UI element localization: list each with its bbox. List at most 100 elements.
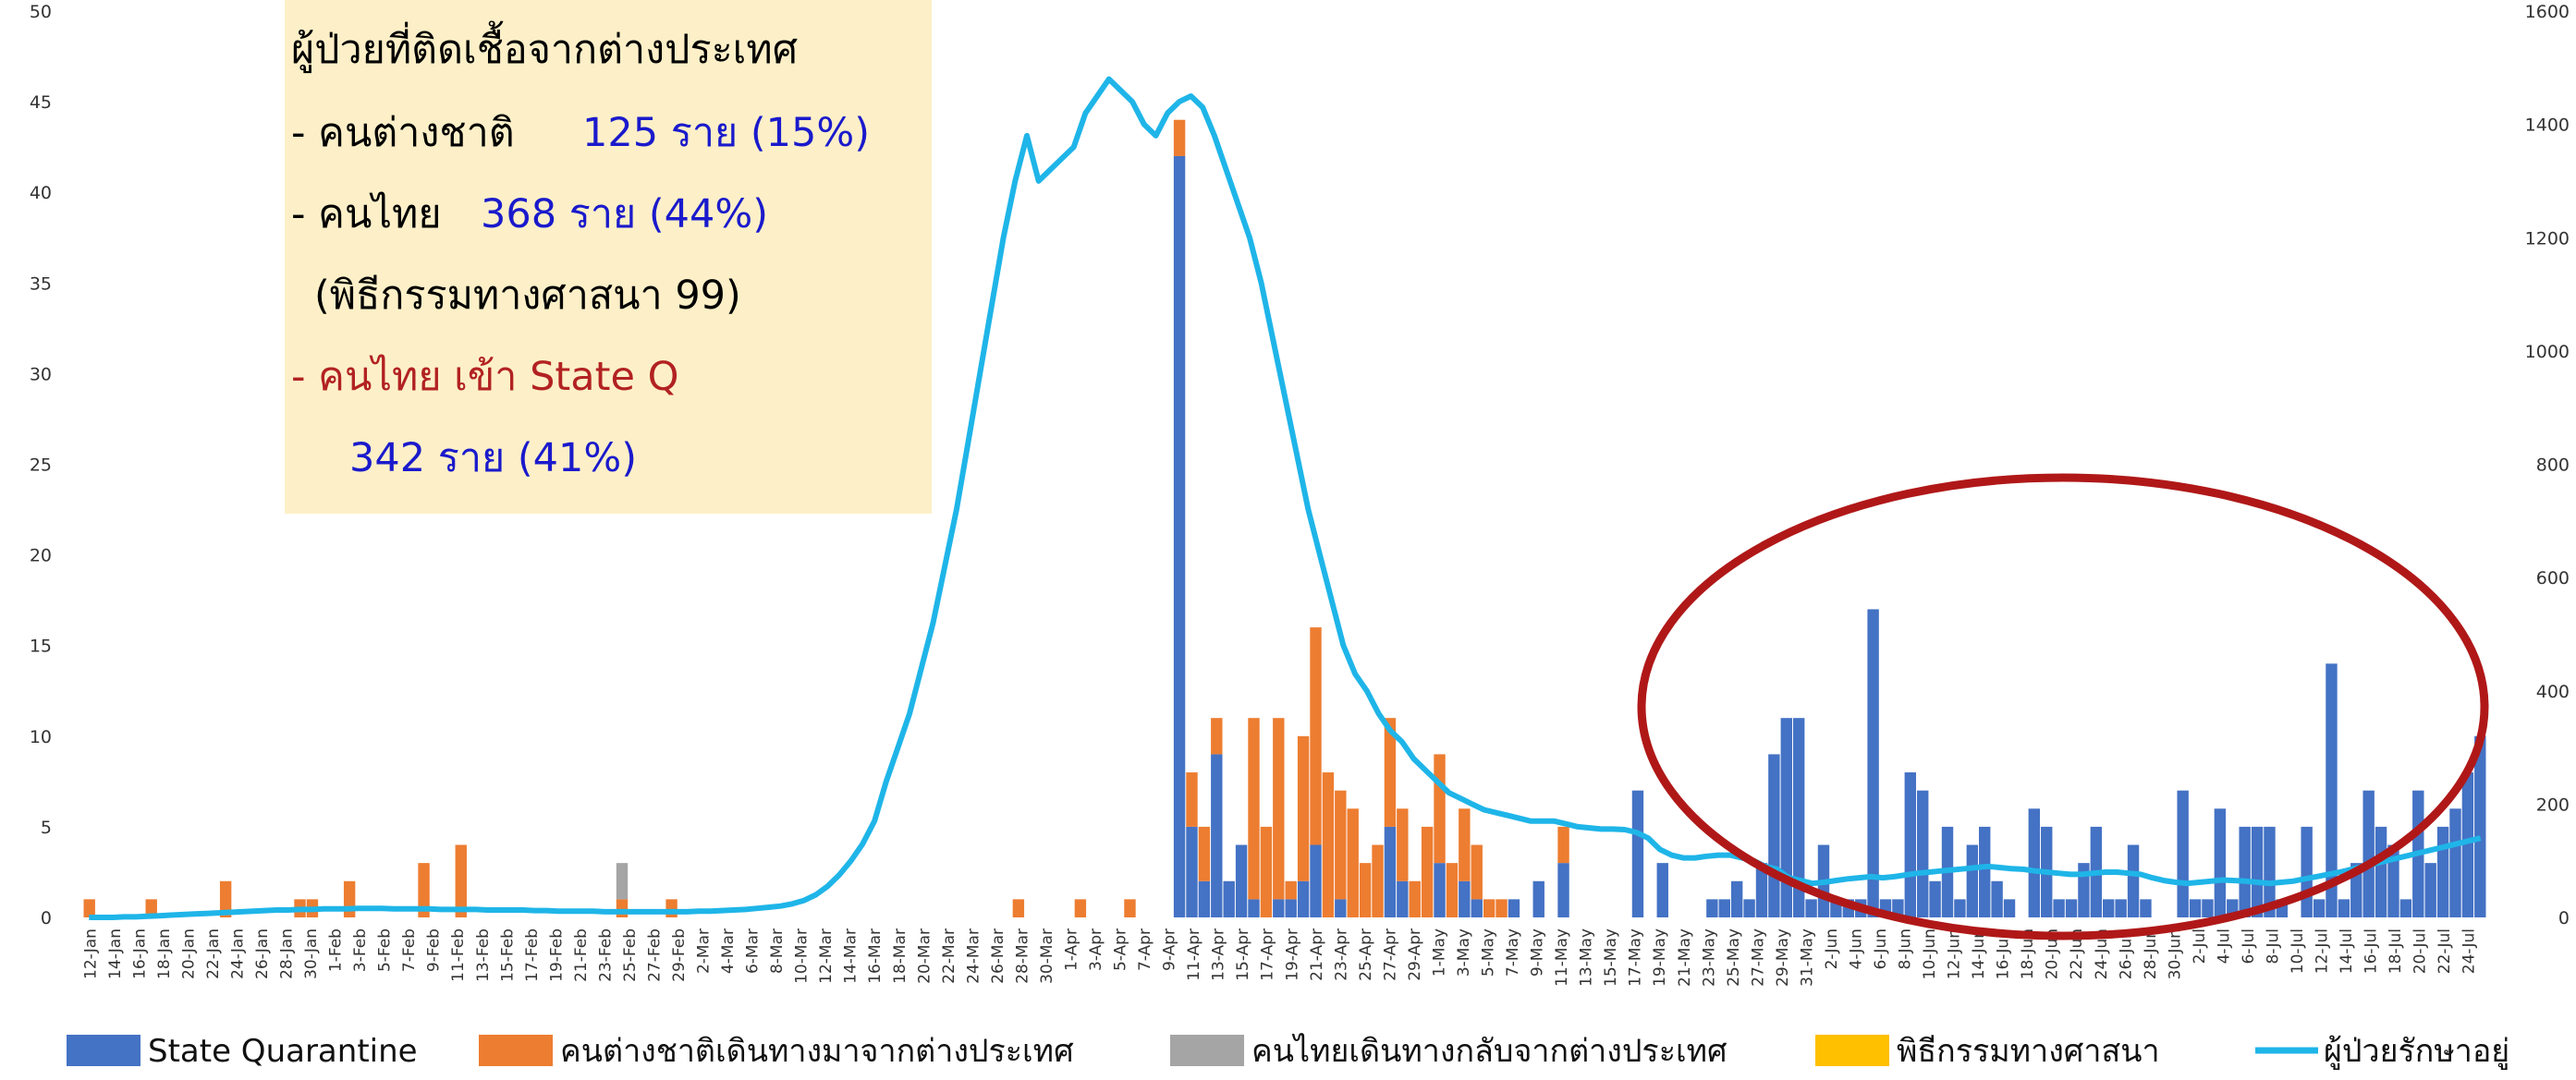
x-tick-label: 29-May: [1774, 928, 1792, 987]
left-tick-label: 50: [30, 2, 52, 22]
x-tick-label: 18-Jan: [155, 928, 174, 979]
x-tick-label: 11-May: [1553, 928, 1571, 987]
legend-swatch: [1815, 1035, 1889, 1066]
bar-0-152: [1966, 844, 1979, 917]
x-tick-label: 8-Jun: [1897, 928, 1915, 969]
right-tick-label: 200: [2536, 795, 2570, 815]
bar-1-102: [1347, 808, 1359, 917]
bar-0-127: [1656, 863, 1668, 917]
left-tick-label: 20: [30, 546, 52, 566]
x-tick-label: 25-Feb: [621, 928, 640, 982]
legend-label: พิธีกรรมทางศาสนา: [1897, 1033, 2160, 1070]
x-tick-label: 8-Mar: [768, 928, 787, 974]
legend-label: ผู้ป่วยรักษาอยู่: [2324, 1033, 2509, 1070]
box-value-2: 368 ราย (44%): [481, 191, 768, 237]
x-tick-label: 23-Apr: [1332, 928, 1350, 981]
x-tick-label: 7-May: [1504, 928, 1522, 977]
x-tick-label: 14-Mar: [842, 928, 861, 984]
bar-1-113: [1483, 899, 1496, 917]
bar-1-84: [1124, 899, 1136, 917]
x-tick-label: 19-May: [1651, 928, 1669, 987]
bar-1-101: [1335, 790, 1347, 900]
x-tick-label: 30-Jan: [302, 928, 321, 979]
line-series-0: [89, 76, 2482, 920]
bar-1-90: [1198, 826, 1211, 881]
x-tick-label: 23-Feb: [596, 928, 615, 982]
bar-0-98: [1297, 880, 1310, 917]
bar-0-181: [2326, 663, 2338, 917]
box-line-4: - คนไทย เข้า State Q: [291, 354, 678, 400]
legend-swatch: [67, 1035, 140, 1066]
x-tick-label: 30-Jun: [2166, 928, 2184, 979]
bar-0-89: [1186, 826, 1198, 917]
x-tick-label: 28-Jan: [278, 928, 297, 979]
bar-0-144: [1867, 609, 1879, 917]
bar-1-98: [1297, 735, 1310, 881]
bar-0-174: [2239, 826, 2251, 917]
bar-0-163: [2103, 899, 2115, 917]
x-tick-label: 27-Apr: [1381, 928, 1399, 981]
legend-label: คนต่างชาติเดินทางมาจากต่างประเทศ: [560, 1033, 1074, 1070]
bar-1-0: [83, 899, 95, 917]
x-tick-label: 13-May: [1578, 928, 1596, 987]
x-tick-label: 7-Apr: [1136, 928, 1154, 971]
x-tick-label: 17-Feb: [523, 928, 542, 982]
x-tick-label: 16-Jan: [130, 928, 149, 979]
x-tick-label: 18-Jun: [2019, 928, 2037, 979]
bar-1-94: [1248, 718, 1260, 900]
bar-0-189: [2424, 863, 2436, 917]
bar-0-133: [1730, 880, 1743, 917]
x-tick-label: 5-Feb: [376, 928, 395, 972]
x-tick-label: 28-Jun: [2142, 928, 2160, 979]
x-tick-label: 9-May: [1529, 928, 1547, 977]
bar-0-148: [1917, 790, 1929, 917]
bar-1-95: [1260, 826, 1273, 917]
x-tick-label: 15-Feb: [498, 928, 517, 982]
x-tick-label: 26-Mar: [989, 928, 1007, 984]
box-line-2: - คนไทย: [291, 191, 442, 237]
x-tick-label: 17-Apr: [1259, 928, 1277, 981]
x-tick-label: 22-Jun: [2068, 928, 2086, 979]
right-tick-label: 1000: [2525, 342, 2570, 362]
x-tick-label: 22-Jan: [204, 928, 223, 979]
x-tick-label: 22-Jul: [2436, 928, 2454, 974]
bar-1-109: [1434, 754, 1446, 864]
x-tick-label: 2-Jun: [1823, 928, 1841, 969]
x-axis: 12-Jan 14-Jan 16-Jan 18-Jan 20-Jan 22-Jan 24-J…: [81, 928, 2478, 987]
x-tick-label: 28-Mar: [1013, 928, 1032, 984]
bar-1-11: [219, 880, 232, 917]
x-tick-label: 24-Jul: [2460, 928, 2479, 974]
x-tick-label: 9-Feb: [425, 928, 444, 972]
x-tick-label: 27-Feb: [646, 928, 665, 982]
legend-swatch: [1170, 1035, 1244, 1066]
bar-0-117: [1532, 880, 1544, 917]
bar-0-101: [1335, 899, 1347, 917]
bar-1-91: [1211, 718, 1223, 755]
right-axis: 0 200 400 600 800 1000 1200 1400 1600: [2525, 2, 2570, 928]
left-tick-label: 10: [30, 727, 52, 747]
bar-0-190: [2436, 826, 2449, 917]
bar-1-112: [1471, 844, 1483, 900]
x-tick-label: 12-Mar: [817, 928, 836, 984]
highlight-ellipse: [1637, 473, 2489, 940]
bar-2-43: [616, 863, 629, 900]
x-tick-label: 27-May: [1749, 928, 1767, 987]
right-tick-label: 600: [2536, 568, 2570, 589]
right-tick-label: 1200: [2525, 228, 2570, 249]
box-value-5: 342 ราย (41%): [349, 435, 637, 481]
bar-0-132: [1718, 899, 1730, 917]
bar-0-193: [2474, 735, 2486, 917]
x-tick-label: 12-Jan: [81, 928, 100, 979]
x-tick-label: 22-Mar: [940, 928, 958, 984]
bar-0-184: [2362, 790, 2375, 917]
bar-1-106: [1397, 808, 1409, 881]
bar-0-115: [1508, 899, 1520, 917]
bar-1-96: [1273, 718, 1285, 900]
bar-0-180: [2313, 899, 2326, 917]
x-tick-label: 10-Jul: [2289, 928, 2307, 974]
bar-0-171: [2202, 899, 2214, 917]
bar-0-134: [1743, 899, 1755, 917]
x-tick-label: 1-Feb: [327, 928, 346, 972]
x-tick-label: 9-Apr: [1161, 928, 1179, 971]
x-tick-label: 26-Jun: [2117, 928, 2135, 979]
